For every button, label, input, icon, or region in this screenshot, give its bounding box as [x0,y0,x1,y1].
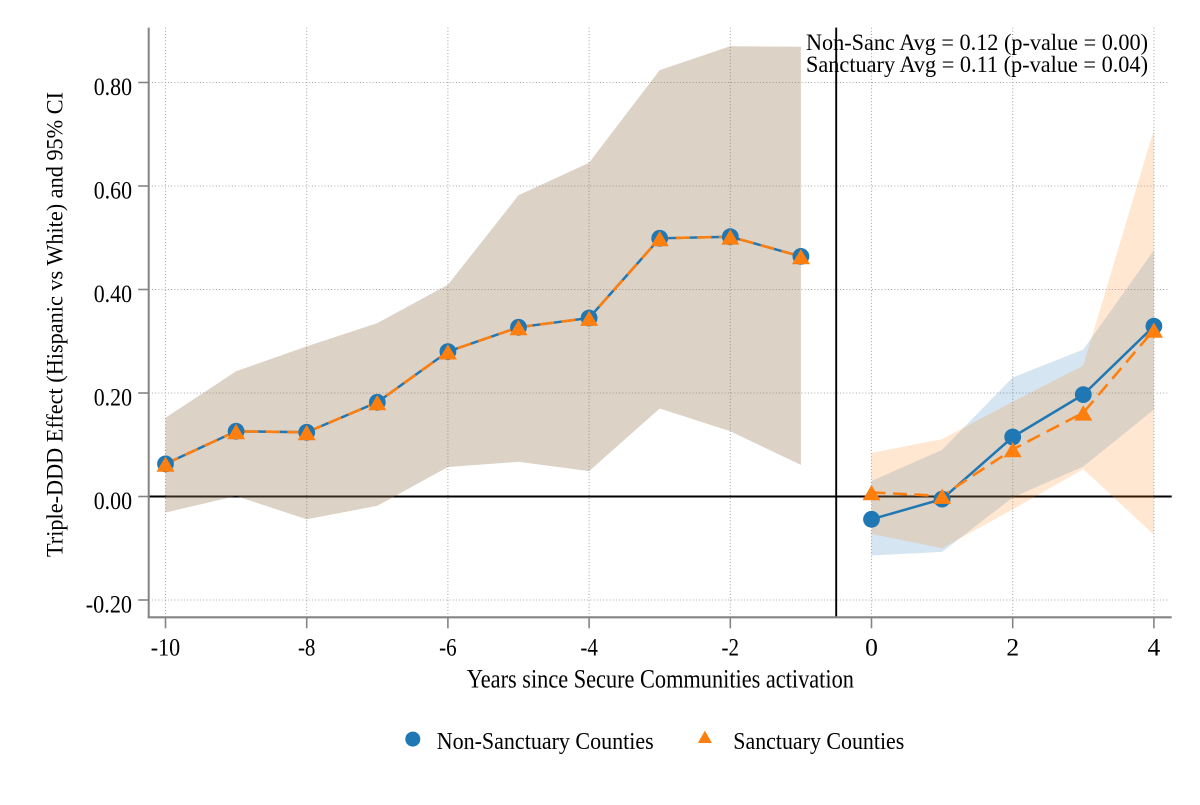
svg-text:-6: -6 [439,633,457,662]
svg-text:0.00: 0.00 [94,486,132,515]
svg-text:Non-Sanc Avg = 0.12 (p-value =: Non-Sanc Avg = 0.12 (p-value = 0.00) [806,30,1148,55]
svg-text:-10: -10 [151,633,180,662]
svg-text:Triple-DDD Effect (Hispanic vs: Triple-DDD Effect (Hispanic vs White) an… [43,92,69,557]
svg-text:-2: -2 [722,633,740,662]
svg-text:Sanctuary Avg = 0.11 (p-value: Sanctuary Avg = 0.11 (p-value = 0.04) [806,52,1148,77]
svg-text:Non-Sanctuary Counties: Non-Sanctuary Counties [437,729,654,755]
svg-text:0.40: 0.40 [94,279,132,308]
svg-text:4: 4 [1148,633,1161,662]
svg-text:2: 2 [1006,633,1019,662]
svg-text:-4: -4 [580,633,598,662]
svg-text:0.60: 0.60 [94,175,132,204]
svg-text:0.80: 0.80 [94,72,132,101]
svg-text:Years since Secure Communities: Years since Secure Communities activatio… [467,665,854,694]
svg-text:-8: -8 [298,633,316,662]
svg-text:0: 0 [865,633,878,662]
svg-text:-0.20: -0.20 [86,589,132,618]
svg-text:Sanctuary Counties: Sanctuary Counties [733,729,904,755]
svg-text:0.20: 0.20 [94,382,132,411]
